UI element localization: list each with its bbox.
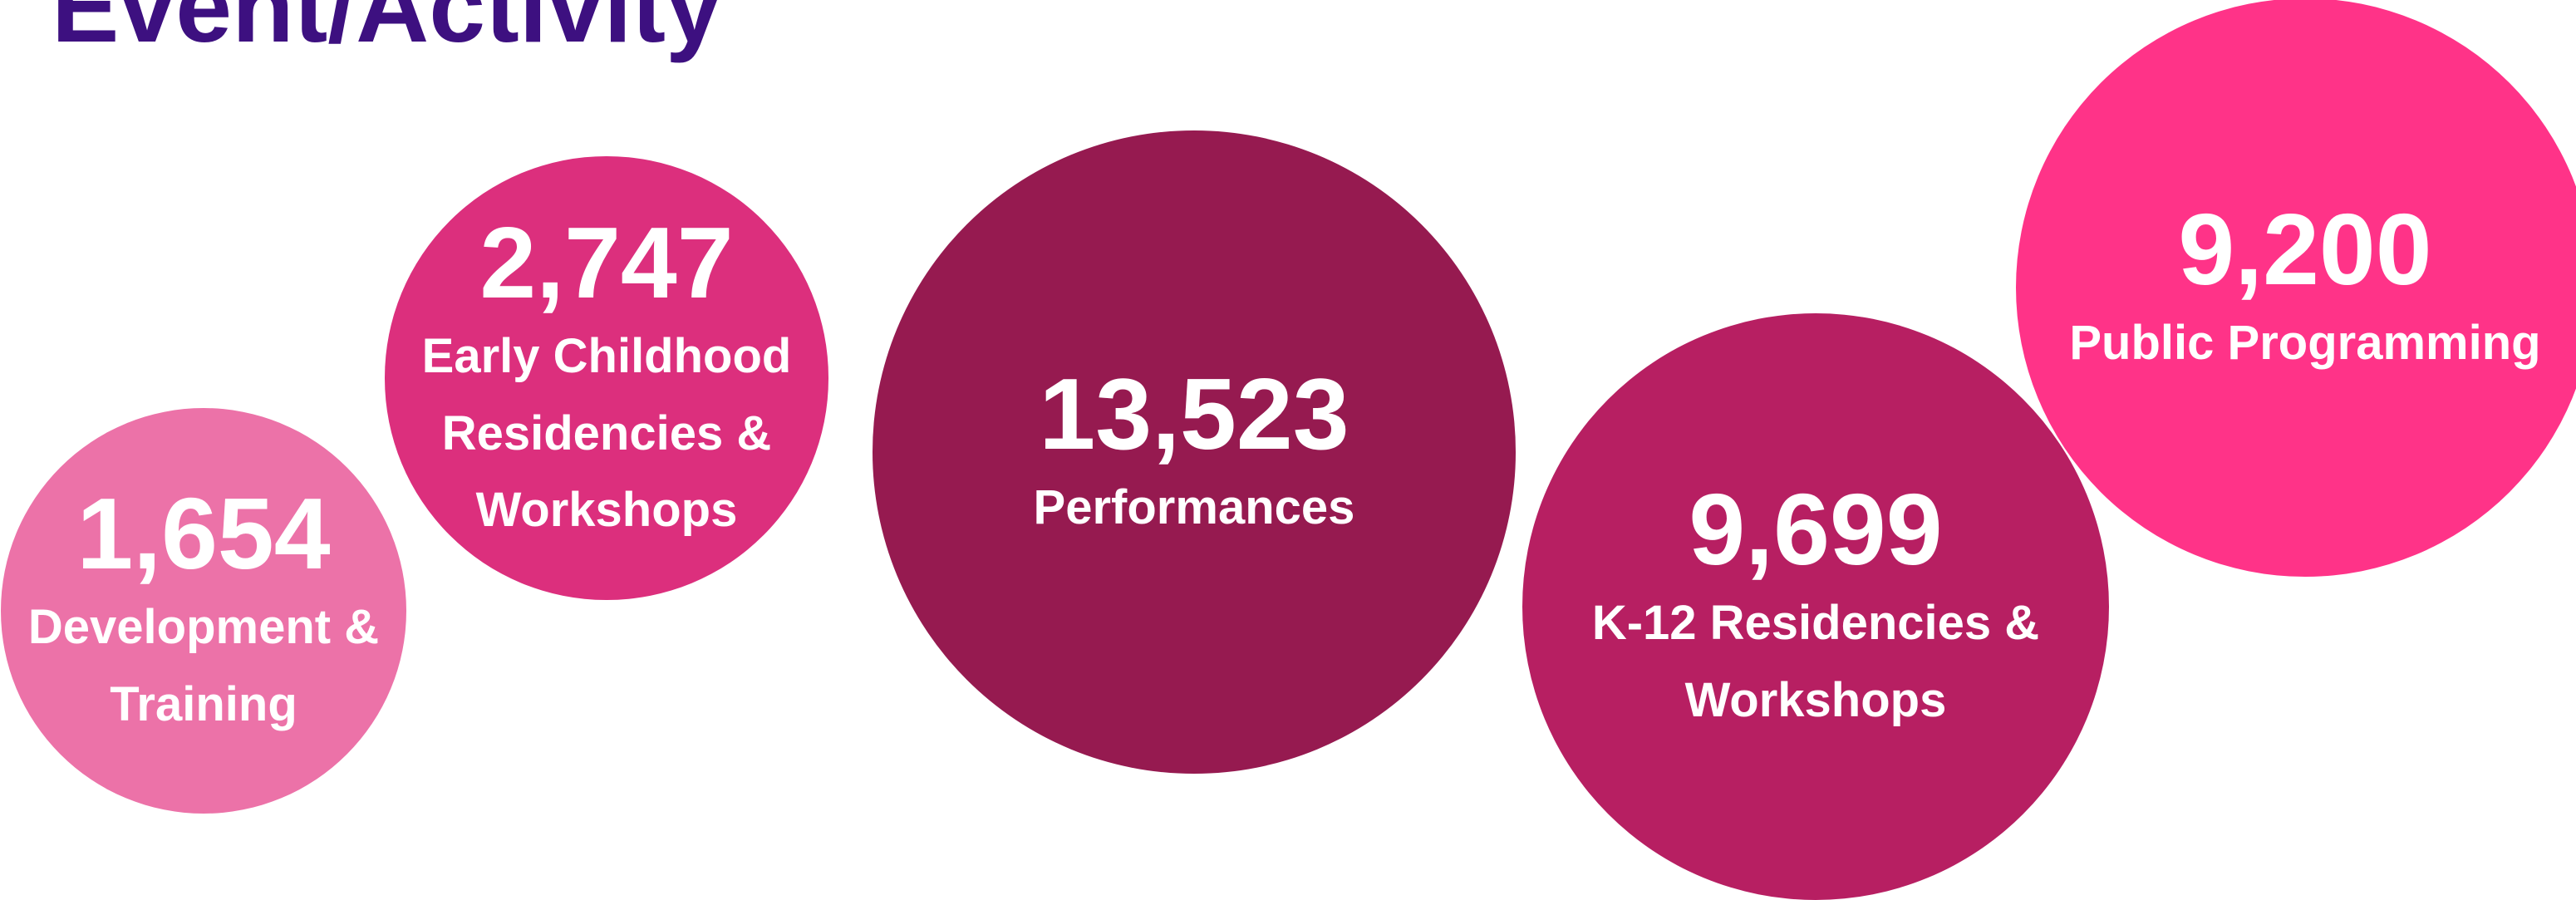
category-label: Performances — [1033, 480, 1355, 534]
category-label: Development & Training — [27, 600, 380, 732]
category-label: K-12 Residencies & Workshops — [1591, 596, 2040, 728]
value-label: 9,699 — [1689, 473, 1943, 587]
bubble: 1,654 Development & Training — [0, 407, 407, 814]
bubble: 13,523 Performances — [873, 130, 1516, 774]
category-label: Early Childhood Residencies & Workshops — [421, 328, 792, 538]
bubble: 9,699 K-12 Residencies & Workshops — [1522, 312, 2110, 900]
category-label: Public Programming — [2069, 315, 2541, 370]
value-label: 2,747 — [479, 205, 734, 319]
chart-title: Event/Activity — [52, 0, 722, 63]
bubble: 2,747 Early Childhood Residencies & Works… — [385, 156, 828, 600]
value-label: 9,200 — [2178, 192, 2432, 306]
value-label: 1,654 — [76, 477, 331, 591]
bubble: 9,200 Public Programming — [2015, 0, 2576, 578]
value-label: 13,523 — [1039, 357, 1349, 470]
